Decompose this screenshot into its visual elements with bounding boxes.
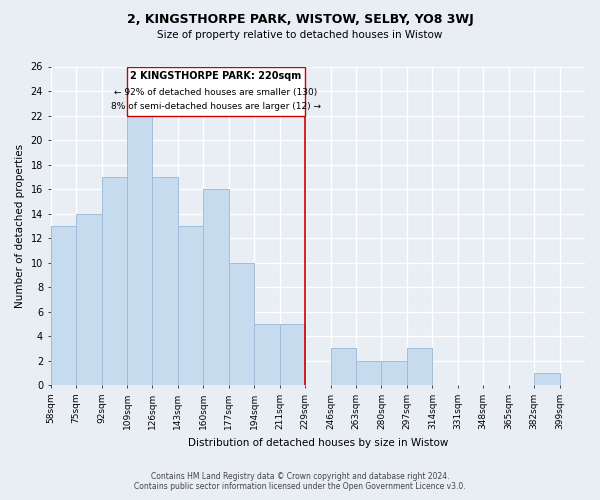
Bar [534,373,560,385]
Text: ← 92% of detached houses are smaller (130): ← 92% of detached houses are smaller (13… [115,88,317,96]
Bar [152,177,178,385]
Text: 8% of semi-detached houses are larger (12) →: 8% of semi-detached houses are larger (1… [111,102,321,112]
Bar [50,226,76,385]
Bar [178,226,203,385]
Text: Size of property relative to detached houses in Wistow: Size of property relative to detached ho… [157,30,443,40]
Bar [101,177,127,385]
Bar [356,360,382,385]
Y-axis label: Number of detached properties: Number of detached properties [15,144,25,308]
Bar [382,360,407,385]
Bar [127,116,152,385]
Bar [280,324,305,385]
X-axis label: Distribution of detached houses by size in Wistow: Distribution of detached houses by size … [188,438,448,448]
Text: Contains HM Land Registry data © Crown copyright and database right 2024.
Contai: Contains HM Land Registry data © Crown c… [134,472,466,491]
Bar [203,189,229,385]
Text: 2, KINGSTHORPE PARK, WISTOW, SELBY, YO8 3WJ: 2, KINGSTHORPE PARK, WISTOW, SELBY, YO8 … [127,12,473,26]
Bar [76,214,101,385]
FancyBboxPatch shape [127,66,305,116]
Bar [229,262,254,385]
Bar [331,348,356,385]
Bar [407,348,433,385]
Bar [254,324,280,385]
Text: 2 KINGSTHORPE PARK: 220sqm: 2 KINGSTHORPE PARK: 220sqm [130,72,302,82]
